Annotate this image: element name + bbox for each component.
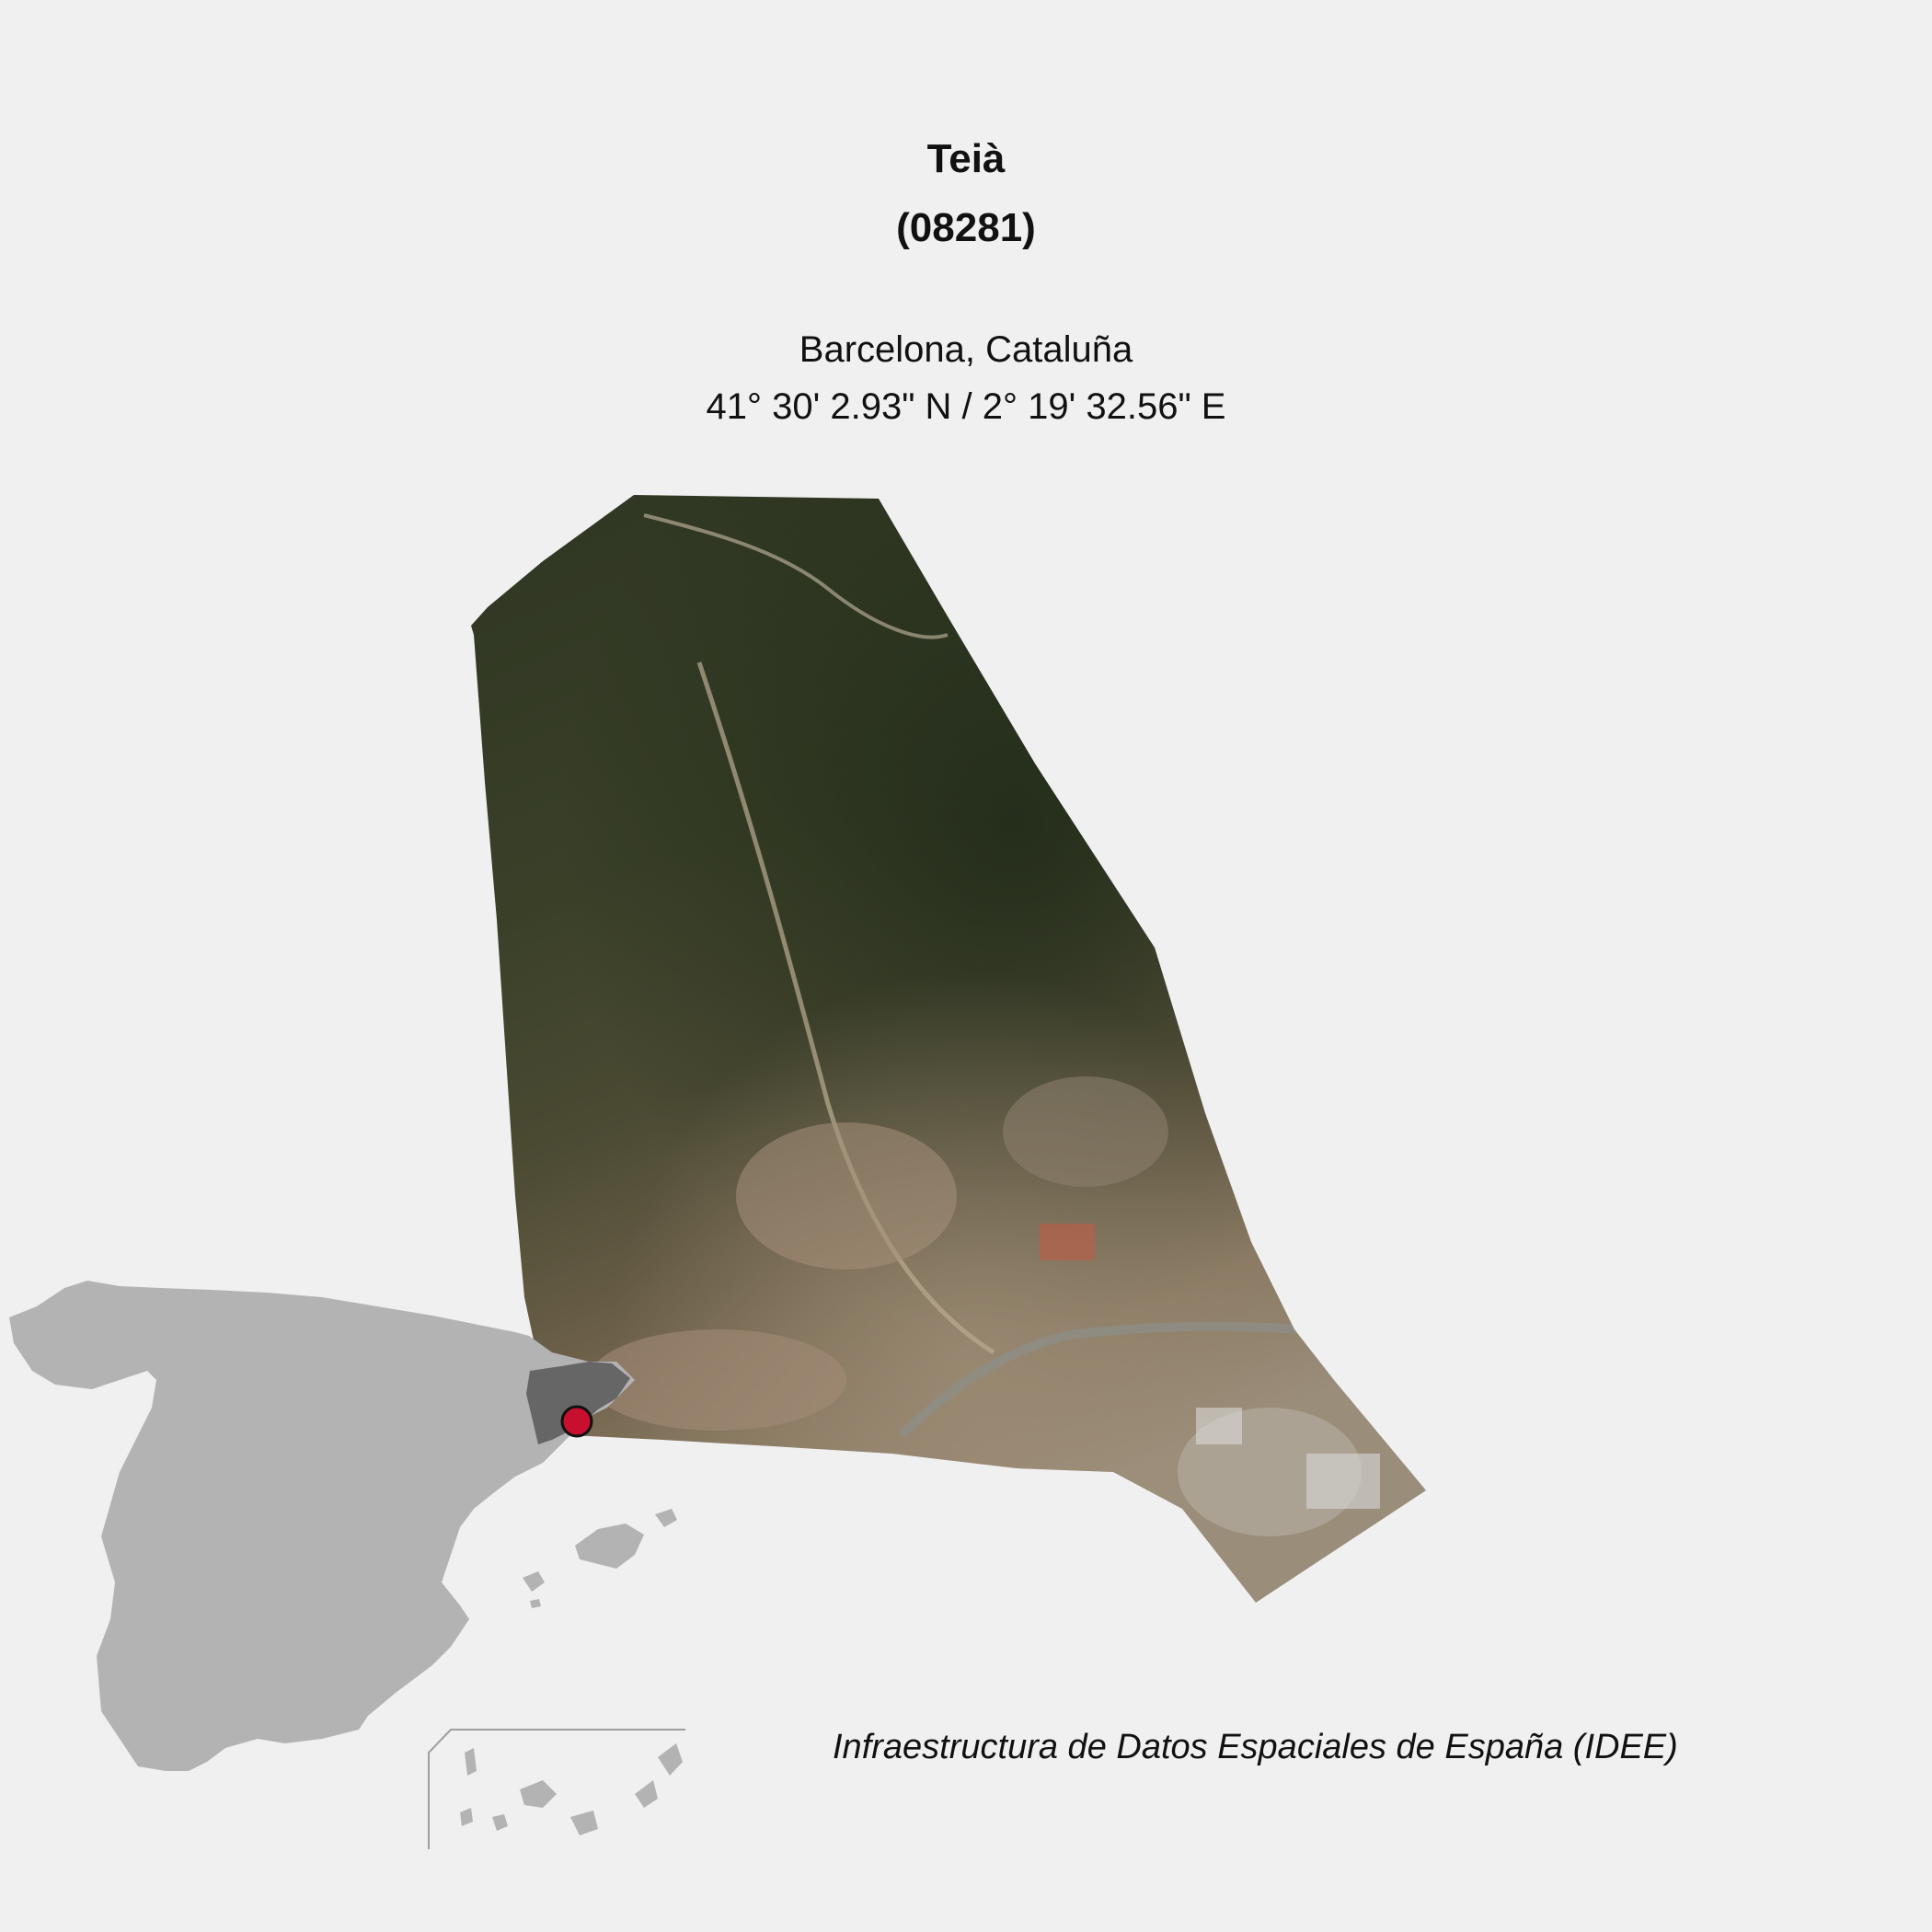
- ibiza-island: [523, 1571, 545, 1592]
- municipality-orthophoto: [471, 495, 1426, 1603]
- menorca-island: [655, 1509, 677, 1527]
- region-label: Barcelona, Cataluña: [799, 329, 1133, 370]
- formentera-island: [530, 1599, 541, 1608]
- location-marker: [560, 1405, 593, 1438]
- road-valley: [696, 661, 995, 1355]
- municipality-code: (08281): [896, 205, 1036, 250]
- map-title: Teià: [926, 136, 1006, 181]
- spain-mainland: [9, 1281, 635, 1771]
- canary-islands: [460, 1743, 683, 1835]
- locator-map: [9, 1281, 685, 1849]
- barcelona-province: [526, 1362, 630, 1444]
- road-ridge: [643, 513, 949, 639]
- canary-inset-border: [428, 1729, 685, 1849]
- mallorca-island: [575, 1524, 644, 1569]
- highway: [898, 1321, 1298, 1439]
- coordinates-label: 41° 30' 2.93" N / 2° 19' 32.56" E: [706, 386, 1226, 427]
- data-source-credit: Infraestructura de Datos Espaciales de E…: [833, 1728, 1678, 1766]
